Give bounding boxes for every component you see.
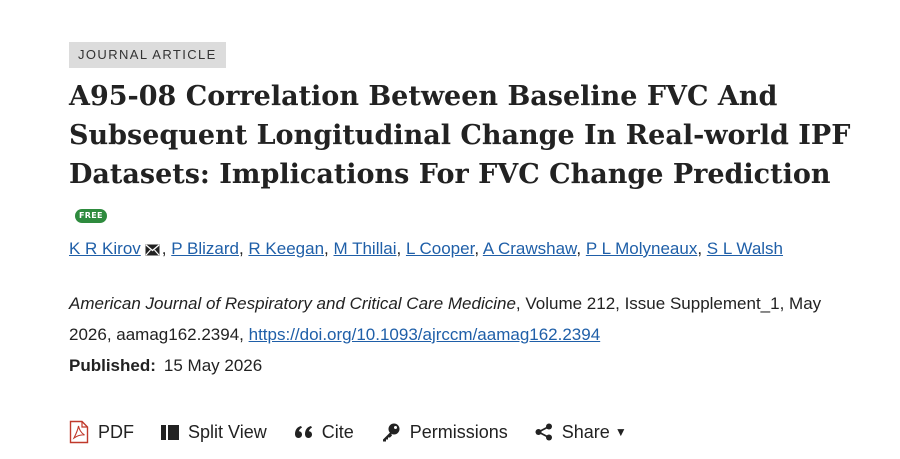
pdf-icon — [69, 420, 89, 444]
published-value: 15 May 2026 — [163, 356, 263, 375]
author-separator: , — [324, 239, 334, 258]
published-label: Published: — [69, 356, 156, 375]
author-separator: , — [474, 239, 483, 258]
cite-label: Cite — [321, 421, 354, 442]
journal-name: American Journal of Respiratory and Crit… — [69, 294, 516, 313]
author-separator: , — [161, 239, 172, 258]
permissions-button[interactable]: Permissions — [381, 422, 508, 443]
article-toolbar: PDF Split View Cite Permissions Share ▼ — [69, 420, 654, 444]
share-button[interactable]: Share ▼ — [535, 422, 627, 443]
citation: American Journal of Respiratory and Crit… — [69, 288, 859, 350]
author-link[interactable]: R Keegan — [248, 239, 325, 258]
article-title: A95-08 Correlation Between Baseline FVC … — [69, 77, 859, 233]
article-type-badge: JOURNAL ARTICLE — [69, 42, 226, 68]
author-separator: , — [697, 239, 707, 258]
author-separator: , — [576, 239, 586, 258]
author-separator: , — [238, 239, 249, 258]
author-link[interactable]: P Blizard — [171, 239, 239, 258]
split-view-label: Split View — [188, 421, 267, 442]
pdf-button[interactable]: PDF — [69, 420, 134, 444]
author-link[interactable]: S L Walsh — [706, 239, 784, 258]
key-icon — [381, 422, 401, 442]
article-title-text: A95-08 Correlation Between Baseline FVC … — [69, 81, 851, 190]
quote-icon — [294, 425, 313, 439]
doi-link[interactable]: https://doi.org/10.1093/ajrccm/aamag162.… — [248, 325, 601, 344]
article-header: JOURNAL ARTICLE A95-08 Correlation Betwe… — [69, 42, 859, 381]
published-date: Published: 15 May 2026 — [69, 350, 859, 381]
caret-down-icon: ▼ — [614, 425, 627, 439]
permissions-label: Permissions — [409, 421, 508, 442]
free-access-badge: FREE — [75, 209, 107, 223]
share-label: Share — [561, 421, 610, 442]
split-view-icon — [161, 424, 179, 440]
citation-details: , Volume 212, Issue Supplement_1, May 20… — [69, 294, 822, 344]
author-link[interactable]: K R Kirov — [69, 239, 141, 258]
author-list: K R Kirov, P Blizard, R Keegan, M Thilla… — [69, 233, 859, 266]
cite-button[interactable]: Cite — [294, 422, 354, 443]
author-separator: , — [396, 239, 406, 258]
split-view-button[interactable]: Split View — [161, 422, 267, 443]
author-link[interactable]: L Cooper — [405, 239, 475, 258]
share-icon — [535, 423, 553, 441]
author-link[interactable]: A Crawshaw — [482, 239, 577, 258]
envelope-icon[interactable] — [145, 235, 160, 266]
pdf-label: PDF — [98, 421, 134, 442]
author-link[interactable]: M Thillai — [333, 239, 397, 258]
author-link[interactable]: P L Molyneaux — [585, 239, 698, 258]
